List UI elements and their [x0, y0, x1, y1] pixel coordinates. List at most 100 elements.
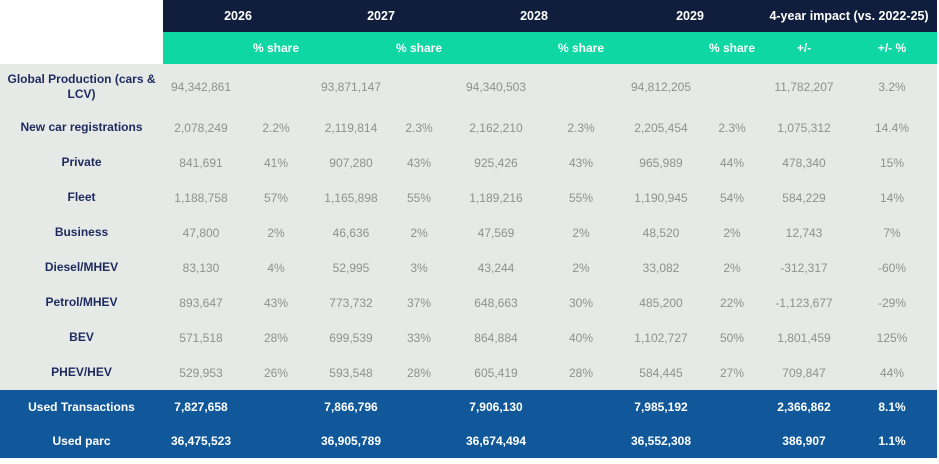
- share-cell: [543, 64, 619, 110]
- table-row-diesel-mhev: Diesel/MHEV 83,130 4% 52,995 3% 43,244 2…: [0, 250, 937, 285]
- share-cell: 28%: [389, 355, 449, 390]
- share-cell: 2%: [543, 215, 619, 250]
- value-cell: 584,445: [619, 355, 703, 390]
- value-cell: 893,647: [163, 285, 239, 320]
- row-label: Private: [0, 145, 163, 180]
- row-label: BEV: [0, 320, 163, 355]
- value-cell: 33,082: [619, 250, 703, 285]
- delta-cell: 11,782,207: [761, 64, 847, 110]
- share-cell: 2%: [703, 215, 761, 250]
- share-cell: 2.3%: [389, 110, 449, 145]
- table-row-petrol-mhev: Petrol/MHEV 893,647 43% 773,732 37% 648,…: [0, 285, 937, 320]
- share-cell: 2.2%: [239, 110, 313, 145]
- delta-pct-cell: 1.1%: [847, 424, 937, 458]
- delta-cell: 478,340: [761, 145, 847, 180]
- row-label: PHEV/HEV: [0, 355, 163, 390]
- share-cell: 2%: [239, 215, 313, 250]
- value-cell: 46,636: [313, 215, 389, 250]
- corner-cell: [0, 0, 163, 32]
- value-cell: 699,539: [313, 320, 389, 355]
- table-row-used-parc: Used parc 36,475,523 36,905,789 36,674,4…: [0, 424, 937, 458]
- delta-pct-cell: 14.4%: [847, 110, 937, 145]
- share-cell: [389, 64, 449, 110]
- row-label: Petrol/MHEV: [0, 285, 163, 320]
- value-cell: 773,732: [313, 285, 389, 320]
- subheader-share-2029: % share: [703, 32, 761, 64]
- share-cell: 55%: [389, 180, 449, 215]
- value-cell: 1,189,216: [449, 180, 543, 215]
- share-cell: 44%: [703, 145, 761, 180]
- row-label: Fleet: [0, 180, 163, 215]
- value-cell: 43,244: [449, 250, 543, 285]
- value-cell: 93,871,147: [313, 64, 389, 110]
- delta-cell: -1,123,677: [761, 285, 847, 320]
- value-cell: 485,200: [619, 285, 703, 320]
- value-cell: 1,165,898: [313, 180, 389, 215]
- table-row-phev-hev: PHEV/HEV 529,953 26% 593,548 28% 605,419…: [0, 355, 937, 390]
- share-cell: [703, 390, 761, 424]
- delta-pct-cell: 125%: [847, 320, 937, 355]
- value-cell: 7,906,130: [449, 390, 543, 424]
- subheader-delta: +/-: [761, 32, 847, 64]
- share-cell: [239, 64, 313, 110]
- value-cell: 529,953: [163, 355, 239, 390]
- share-cell: 2%: [389, 215, 449, 250]
- value-cell: 841,691: [163, 145, 239, 180]
- table-row-used-transactions: Used Transactions 7,827,658 7,866,796 7,…: [0, 390, 937, 424]
- share-cell: 43%: [239, 285, 313, 320]
- value-cell: 605,419: [449, 355, 543, 390]
- value-cell: 1,190,945: [619, 180, 703, 215]
- table-row-global-production: Global Production (cars & LCV) 94,342,86…: [0, 64, 937, 110]
- share-cell: [389, 424, 449, 458]
- share-cell: 2.3%: [543, 110, 619, 145]
- value-cell: 864,884: [449, 320, 543, 355]
- subheader-blank: [619, 32, 703, 64]
- value-cell: 7,827,658: [163, 390, 239, 424]
- share-cell: 22%: [703, 285, 761, 320]
- share-cell: 28%: [239, 320, 313, 355]
- delta-pct-cell: -29%: [847, 285, 937, 320]
- year-header-2026: 2026: [163, 0, 313, 32]
- value-cell: 7,985,192: [619, 390, 703, 424]
- share-cell: [239, 424, 313, 458]
- value-cell: 94,340,503: [449, 64, 543, 110]
- delta-pct-cell: 14%: [847, 180, 937, 215]
- value-cell: 925,426: [449, 145, 543, 180]
- share-cell: 2%: [543, 250, 619, 285]
- delta-pct-cell: 7%: [847, 215, 937, 250]
- year-header-2029: 2029: [619, 0, 761, 32]
- delta-cell: 1,801,459: [761, 320, 847, 355]
- share-cell: [703, 424, 761, 458]
- share-cell: 57%: [239, 180, 313, 215]
- delta-cell: 12,743: [761, 215, 847, 250]
- value-cell: 593,548: [313, 355, 389, 390]
- value-cell: 52,995: [313, 250, 389, 285]
- delta-pct-cell: 15%: [847, 145, 937, 180]
- row-label: Diesel/MHEV: [0, 250, 163, 285]
- share-cell: 40%: [543, 320, 619, 355]
- share-cell: 37%: [389, 285, 449, 320]
- share-cell: 28%: [543, 355, 619, 390]
- delta-cell: 584,229: [761, 180, 847, 215]
- delta-pct-cell: 8.1%: [847, 390, 937, 424]
- subheader-blank: [449, 32, 543, 64]
- share-cell: 43%: [389, 145, 449, 180]
- value-cell: 648,663: [449, 285, 543, 320]
- share-cell: [543, 424, 619, 458]
- value-cell: 7,866,796: [313, 390, 389, 424]
- share-cell: 43%: [543, 145, 619, 180]
- value-cell: 47,569: [449, 215, 543, 250]
- table-row-new-car-registrations: New car registrations 2,078,249 2.2% 2,1…: [0, 110, 937, 145]
- delta-pct-cell: -60%: [847, 250, 937, 285]
- value-cell: 1,102,727: [619, 320, 703, 355]
- year-header-2028: 2028: [449, 0, 619, 32]
- share-cell: 2%: [703, 250, 761, 285]
- value-cell: 36,552,308: [619, 424, 703, 458]
- value-cell: 571,518: [163, 320, 239, 355]
- row-label: Business: [0, 215, 163, 250]
- value-cell: 2,119,814: [313, 110, 389, 145]
- share-cell: 50%: [703, 320, 761, 355]
- share-cell: [389, 390, 449, 424]
- value-cell: 94,342,861: [163, 64, 239, 110]
